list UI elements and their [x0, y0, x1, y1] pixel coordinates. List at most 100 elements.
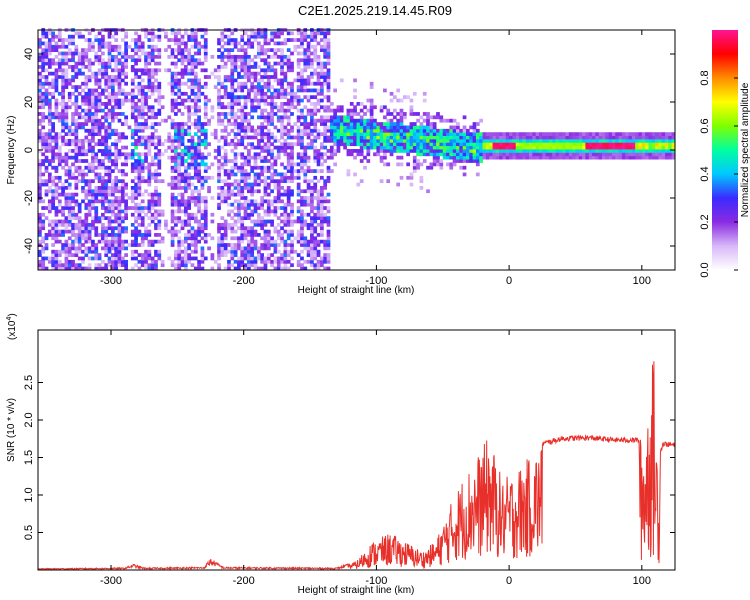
spectrogram-cell [306, 88, 311, 93]
spectrogram-cell [81, 229, 85, 234]
spectrogram-cell [110, 142, 115, 147]
spectrogram-cell [456, 122, 460, 126]
spectrogram-cell [94, 243, 99, 247]
spectrogram-cell [57, 233, 62, 237]
spectrogram-cell [449, 125, 454, 130]
spectrogram-cell [197, 51, 201, 56]
spectrogram-cell [339, 125, 344, 130]
spectrogram-cell [356, 132, 361, 136]
spectrogram-cell [320, 44, 324, 49]
spectrogram-cell [611, 138, 616, 143]
spectrogram-cell [303, 239, 308, 244]
spectrogram-cell [485, 132, 490, 136]
spectrogram-cell [64, 51, 69, 56]
spectrogram-cell [233, 65, 238, 69]
spectrogram-cell [645, 138, 649, 143]
spectrogram-cell [97, 91, 102, 96]
spectrogram-cell [469, 132, 474, 136]
spectrogram-cell [187, 115, 192, 120]
spectrogram-cell [349, 128, 354, 133]
spectrogram-cell [247, 256, 251, 261]
spectrogram-cell [253, 246, 258, 251]
spectrogram-cell [94, 165, 99, 170]
spectrogram-cell [310, 243, 314, 247]
spectrogram-cell [54, 75, 59, 79]
spectrogram-cell [203, 233, 208, 237]
spectrogram-cell [306, 108, 311, 113]
spectrogram-cell [369, 105, 374, 110]
spectrogram-cell [320, 132, 324, 136]
spectrogram-cell [144, 138, 148, 143]
spectrogram-cell [230, 256, 235, 261]
spectrogram-cell [220, 222, 225, 227]
spectrogram-cell [38, 112, 42, 116]
spectrogram-cell [256, 34, 261, 39]
spectrogram-cell [110, 199, 115, 204]
spectrogram-cell [286, 236, 291, 241]
spectrogram-cell [240, 202, 245, 207]
spectrogram-cell [426, 189, 430, 194]
spectrogram-cell [137, 34, 142, 39]
spectrogram-cell [237, 226, 241, 231]
spectrogram-cell [436, 149, 440, 153]
spectrogram-cell [326, 169, 331, 173]
spectrogram-cell [240, 112, 245, 116]
spectrogram-cell [296, 189, 301, 194]
spectrogram-cell [442, 145, 447, 150]
spectrogram-cell [363, 165, 367, 170]
spectrogram-cell [247, 189, 251, 194]
spectrogram-cell [296, 31, 301, 36]
spectrogram-cell [502, 149, 507, 153]
spectrogram-cell [233, 44, 238, 49]
spectrogram-cell [316, 206, 321, 210]
spectrogram-cell [545, 142, 550, 147]
spectrogram-cell [532, 155, 537, 160]
spectrogram-cell [174, 34, 178, 39]
spectrogram-cell [117, 186, 122, 190]
spectrogram-x-tick-label: -200 [233, 275, 255, 287]
spectrogram-cell [240, 249, 245, 254]
spectrogram-cell [313, 81, 318, 86]
snr-frame [37, 329, 676, 571]
spectrogram-cell [54, 186, 59, 190]
spectrogram-cell [124, 246, 128, 251]
spectrogram-cell [120, 145, 125, 150]
spectrogram-cell [87, 95, 92, 100]
spectrogram-cell [183, 182, 188, 187]
spectrogram-cell [223, 199, 228, 204]
spectrogram-cell [240, 219, 245, 224]
spectrogram-cell [134, 31, 138, 36]
spectrogram-cell [81, 34, 85, 39]
spectrogram-cell [107, 112, 112, 116]
spectrogram-cell [270, 172, 274, 177]
spectrogram-cell [220, 189, 225, 194]
spectrogram-cell [243, 226, 248, 231]
spectrogram-cell [588, 138, 593, 143]
spectrogram-cell [665, 149, 669, 153]
spectrogram-cell [668, 138, 673, 143]
spectrogram-cell [293, 162, 298, 167]
spectrogram-cell [548, 149, 553, 153]
spectrogram-cell [316, 31, 321, 36]
spectrogram-cell [512, 145, 517, 150]
spectrogram-cell [104, 216, 109, 220]
spectrogram-cell [665, 132, 669, 136]
spectrogram-cell [190, 155, 195, 160]
spectrogram-cell [316, 202, 321, 207]
spectrogram-cell [402, 132, 407, 136]
spectrogram-cell [223, 128, 228, 133]
spectrogram-cell [223, 179, 228, 184]
spectrogram-cell [101, 125, 105, 130]
spectrogram-cell [266, 256, 271, 261]
spectrogram-cell [183, 145, 188, 150]
spectrogram-cell [47, 58, 52, 63]
spectrogram-cell [446, 149, 450, 153]
spectrogram-cell [44, 132, 49, 136]
spectrogram-cell [193, 91, 198, 96]
spectrogram-cell [81, 65, 85, 69]
spectrogram-cell [300, 41, 304, 46]
spectrogram-cell [77, 71, 82, 76]
spectrogram-cell [67, 38, 72, 42]
spectrogram-cell [127, 196, 132, 200]
spectrogram-cell [233, 199, 238, 204]
